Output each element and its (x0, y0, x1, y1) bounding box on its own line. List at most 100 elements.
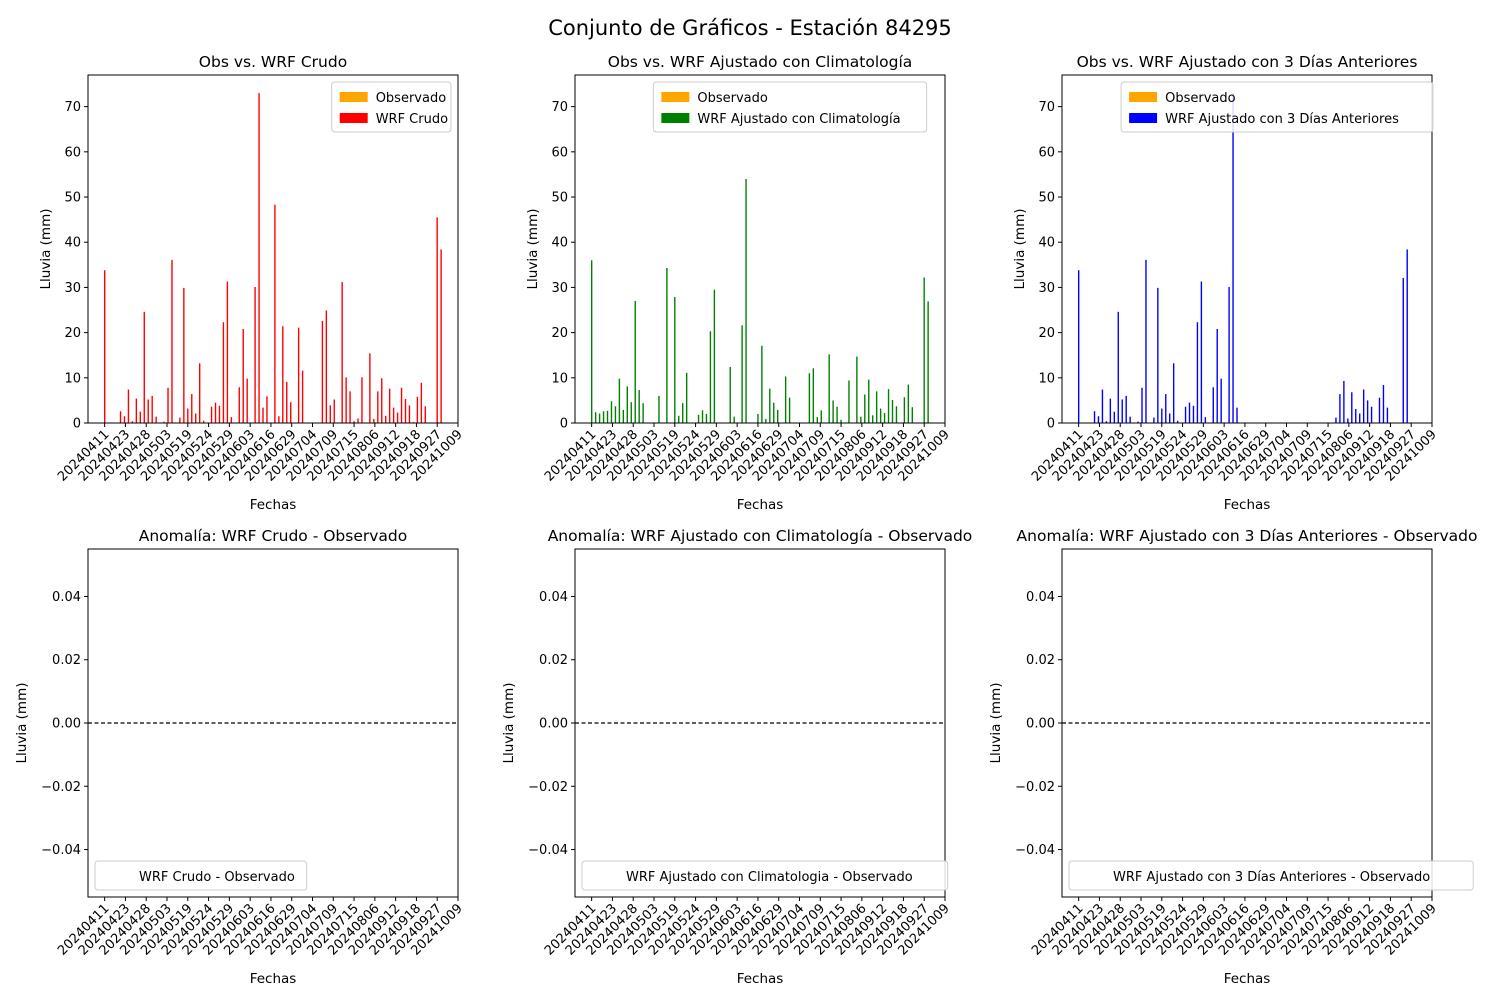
panel-2-ytick-label: 40 (551, 236, 568, 251)
panel-3-title: Obs vs. WRF Ajustado con 3 Días Anterior… (1077, 53, 1418, 71)
panel-1-bar (218, 405, 221, 423)
panel-3-bar (1382, 385, 1385, 423)
panel-1-legend-label: Observado (376, 91, 447, 106)
panel-3-legend-swatch (1129, 113, 1158, 123)
panel-2-bar (860, 416, 862, 423)
panel-1-xlabel: Fechas (250, 497, 297, 513)
panel-2-bar (733, 416, 735, 423)
panel-2-bar (848, 380, 850, 423)
panel-1-bar (416, 396, 419, 423)
panel-2-bar (828, 354, 830, 423)
panel-2-bar (765, 418, 767, 423)
figure-title: Conjunto de Gráficos - Estación 84295 (548, 16, 952, 40)
panel-1-bar (135, 398, 138, 423)
panel-6-ytick-label: −0.02 (1015, 780, 1055, 795)
panel-3-bar (1335, 417, 1337, 423)
panel-2-bar (697, 414, 700, 423)
panel-3-ytick-label: 40 (1038, 236, 1055, 251)
panel-1-bar (357, 418, 359, 423)
panel-3-bar (1347, 418, 1349, 423)
panel-3-bar (1192, 405, 1195, 423)
panel-1-ylabel: Lluvia (mm) (38, 209, 54, 290)
panel-1-bar (329, 405, 331, 423)
panel-1-bar (408, 405, 411, 423)
panel-3-ytick-label: 50 (1038, 191, 1055, 206)
panel-6-ytick-label: 0.04 (1026, 590, 1055, 605)
panel-3-bar (1093, 411, 1096, 423)
panel-1-bar (171, 259, 173, 423)
panel-2-bar (685, 372, 688, 423)
panel-1-bar (345, 377, 347, 423)
panel-3-bar (1169, 413, 1171, 423)
panel-1-bar (369, 353, 371, 423)
panel-3-bar (1145, 259, 1147, 423)
panel-1-bar (242, 328, 244, 423)
panel-1-bar (424, 406, 426, 423)
panel-3-bar (1184, 406, 1187, 423)
panel-6-ytick-label: 0.02 (1026, 653, 1055, 668)
panel-3-bar (1121, 399, 1123, 423)
panel-2-bar (773, 402, 775, 423)
panel-4-ytick-label: 0.02 (52, 653, 81, 668)
panel-1-bar (147, 399, 149, 423)
panel-5-ytick-label: −0.04 (528, 843, 568, 858)
panel-5-ytick-label: 0.02 (539, 653, 568, 668)
panel-3-bar (1228, 286, 1230, 423)
panel-2-bar (784, 376, 787, 423)
panel-1-bar (238, 387, 240, 423)
panel-2-bar (745, 178, 747, 423)
panel-1-bar (210, 406, 213, 423)
panel-3-xlabel: Fechas (1224, 497, 1271, 513)
panel-1-legend-swatch (339, 113, 368, 123)
panel-3-bar (1137, 421, 1139, 423)
panel-1-bar (198, 363, 201, 423)
panel-1-bar (297, 327, 300, 423)
panel-3-bar (1105, 421, 1108, 423)
panel-1-bar (139, 411, 141, 423)
panel-2-legend-label: Observado (697, 91, 768, 106)
panel-1-bar (436, 217, 438, 423)
panel-3-ytick-label: 60 (1038, 145, 1055, 160)
panel-3-ytick-label: 0 (1047, 417, 1055, 432)
panel-3-bar (1165, 394, 1167, 423)
panel-1-bar (274, 204, 276, 423)
panel-2-ytick-label: 20 (551, 326, 568, 341)
panel-4-legend-box (94, 860, 308, 891)
panel-4-ytick-label: −0.04 (41, 843, 81, 858)
panel-3-legend-label: Observado (1165, 91, 1236, 106)
panel-1-bar (191, 394, 193, 423)
panel-1-ytick-label: 30 (64, 281, 81, 296)
panel-4-ytick-label: 0.00 (52, 717, 81, 732)
panel-1-bar (143, 311, 145, 423)
panel-1-bar (183, 287, 185, 423)
panel-2-bar (872, 415, 874, 423)
panel-2-ytick-label: 10 (551, 371, 568, 386)
panel-1-bar (230, 417, 233, 423)
panel-6-ylabel: Lluvia (mm) (988, 683, 1004, 764)
panel-1-ytick-label: 0 (73, 417, 81, 432)
panel-6-xlabel: Fechas (1224, 971, 1271, 987)
panel-3-ytick-label: 30 (1038, 281, 1055, 296)
panel-2-legend-label: WRF Ajustado con Climatología (697, 112, 900, 127)
panel-1-bar (202, 420, 205, 423)
panel-2-bar (622, 409, 625, 423)
panel-5-ylabel: Lluvia (mm) (501, 683, 517, 764)
panel-2-bar (674, 296, 676, 423)
panel-2-ytick-label: 60 (551, 145, 568, 160)
panel-2-bar (610, 401, 613, 423)
panel-6-ytick-label: −0.04 (1015, 843, 1055, 858)
panel-2-bar (788, 397, 791, 423)
panel-4-ytick-label: 0.04 (52, 590, 81, 605)
panel-1-bar (187, 408, 189, 423)
panel-1-bar (440, 249, 442, 423)
panel-1-bar (377, 391, 379, 423)
panel-3-bar (1212, 387, 1214, 423)
panel-2-bar (875, 391, 878, 423)
panel-2-bar (606, 410, 609, 423)
panel-1-bar (420, 382, 423, 423)
panel-3-bar (1351, 392, 1353, 423)
panel-1-bar (373, 418, 375, 423)
panel-4-legend-label: WRF Crudo - Observado (139, 870, 295, 885)
panel-2-bar (816, 417, 818, 423)
panel-2-bar (836, 406, 838, 423)
